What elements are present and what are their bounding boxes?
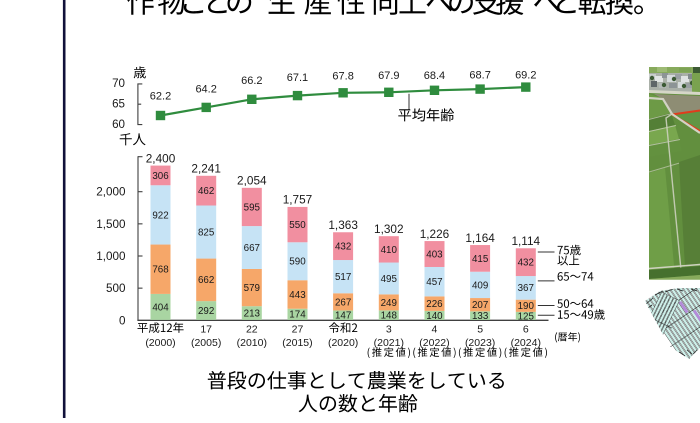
svg-text:17: 17 [200,323,212,335]
svg-text:667: 667 [244,243,260,254]
svg-text:403: 403 [426,249,443,260]
svg-text:70: 70 [112,77,125,90]
svg-text:(2005): (2005) [191,337,221,349]
svg-text:140: 140 [426,311,443,322]
svg-text:0: 0 [119,314,126,327]
svg-text:3: 3 [386,323,392,335]
svg-text:404: 404 [152,302,169,313]
svg-text:125: 125 [518,311,535,322]
svg-text:662: 662 [198,275,214,286]
svg-text:148: 148 [381,311,398,322]
svg-text:(2015): (2015) [282,337,312,349]
svg-text:2,054: 2,054 [237,174,267,188]
svg-text:190: 190 [518,301,535,312]
svg-text:1,000: 1,000 [96,250,126,263]
svg-text:495: 495 [381,274,398,285]
svg-text:1,363: 1,363 [328,218,358,232]
svg-text:415: 415 [472,254,489,265]
svg-text:768: 768 [152,265,169,276]
svg-text:(2010): (2010) [237,337,267,349]
svg-text:4: 4 [432,323,438,335]
svg-text:5: 5 [477,323,483,335]
svg-text:(2000): (2000) [145,337,175,349]
svg-text:500: 500 [106,282,126,295]
svg-text:1,226: 1,226 [420,227,450,241]
svg-text:1,500: 1,500 [96,218,126,231]
svg-text:517: 517 [335,272,351,283]
svg-text:443: 443 [289,290,306,301]
svg-text:410: 410 [381,245,398,256]
svg-text:825: 825 [198,227,215,238]
svg-text:249: 249 [381,298,397,309]
svg-text:64.2: 64.2 [195,83,216,95]
svg-text:(2021): (2021) [374,337,404,349]
svg-text:213: 213 [244,308,261,319]
svg-text:409: 409 [472,280,488,291]
svg-text:1,757: 1,757 [283,193,313,207]
svg-text:69.2: 69.2 [515,69,536,81]
svg-text:67.8: 67.8 [332,70,353,82]
svg-text:1,302: 1,302 [374,222,404,236]
svg-text:590: 590 [289,257,306,268]
svg-text:(2024): (2024) [511,337,541,349]
svg-text:147: 147 [335,311,351,322]
svg-text:579: 579 [244,283,260,294]
svg-text:550: 550 [289,220,306,231]
svg-text:60: 60 [112,118,125,131]
svg-text:457: 457 [426,277,442,288]
svg-text:595: 595 [244,202,261,213]
svg-text:226: 226 [426,299,443,310]
svg-text:6: 6 [523,323,529,335]
svg-text:2,000: 2,000 [96,186,126,199]
svg-text:432: 432 [335,242,351,253]
svg-text:67.9: 67.9 [378,70,399,82]
svg-text:67.1: 67.1 [287,72,308,84]
svg-text:207: 207 [472,300,488,311]
svg-text:292: 292 [198,306,214,317]
svg-text:432: 432 [518,258,534,269]
svg-text:174: 174 [289,310,306,321]
svg-text:22: 22 [246,323,258,335]
svg-text:267: 267 [335,297,351,308]
svg-text:2,241: 2,241 [191,162,221,176]
svg-text:62.2: 62.2 [150,91,171,103]
svg-text:2,400: 2,400 [146,151,176,165]
svg-text:1,114: 1,114 [511,234,540,248]
svg-text:133: 133 [472,311,489,322]
svg-text:27: 27 [292,323,304,335]
svg-text:(2023): (2023) [465,337,495,349]
svg-text:(2022): (2022) [419,337,449,349]
svg-text:306: 306 [152,171,169,182]
svg-text:367: 367 [518,283,534,294]
svg-text:68.4: 68.4 [424,70,445,82]
svg-text:68.7: 68.7 [469,70,490,82]
svg-text:(2020): (2020) [328,337,358,349]
svg-text:65: 65 [112,98,125,111]
svg-text:1,164: 1,164 [465,231,495,245]
svg-text:922: 922 [152,210,168,221]
svg-text:66.2: 66.2 [241,75,262,87]
svg-text:462: 462 [198,186,214,197]
